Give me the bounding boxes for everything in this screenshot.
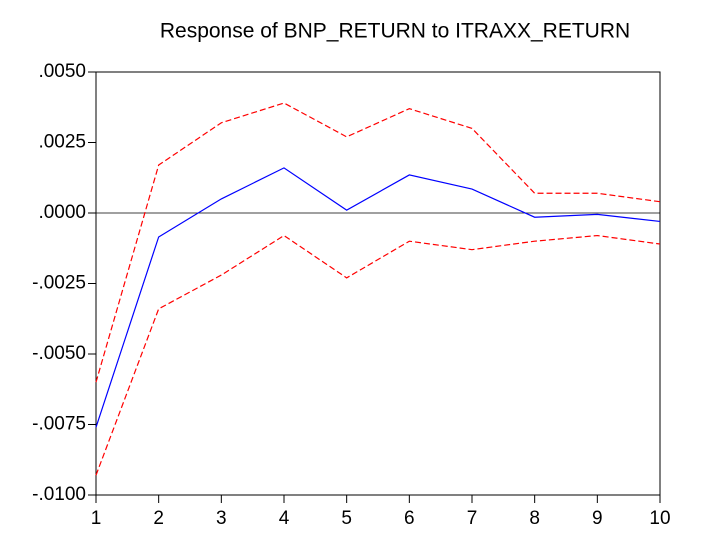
plot-frame [95, 71, 661, 496]
y-tick-label: .0025 [38, 132, 86, 153]
x-tick-label: 9 [592, 508, 603, 529]
series-line [95, 234, 661, 476]
x-tick-label: 8 [529, 508, 540, 529]
x-tick-label: 5 [341, 508, 352, 529]
x-tick-label: 1 [91, 508, 102, 529]
x-tick-label: 10 [649, 508, 670, 529]
series-line [95, 102, 661, 383]
chart-title: Response of BNP_RETURN to ITRAXX_RETURN [160, 20, 630, 43]
y-tick-label: .0050 [38, 61, 86, 82]
x-tick-label: 7 [467, 508, 478, 529]
x-tick-label: 3 [216, 508, 227, 529]
y-tick-label: -.0025 [32, 273, 86, 294]
y-tick-label: -.0075 [32, 414, 86, 435]
x-tick-label: 6 [404, 508, 415, 529]
y-tick-label: -.0100 [32, 484, 86, 505]
x-tick-label: 2 [153, 508, 164, 529]
x-tick-label: 4 [279, 508, 290, 529]
series-line [95, 167, 661, 428]
y-tick-label: .0000 [38, 202, 86, 223]
y-tick-label: -.0050 [32, 343, 86, 364]
